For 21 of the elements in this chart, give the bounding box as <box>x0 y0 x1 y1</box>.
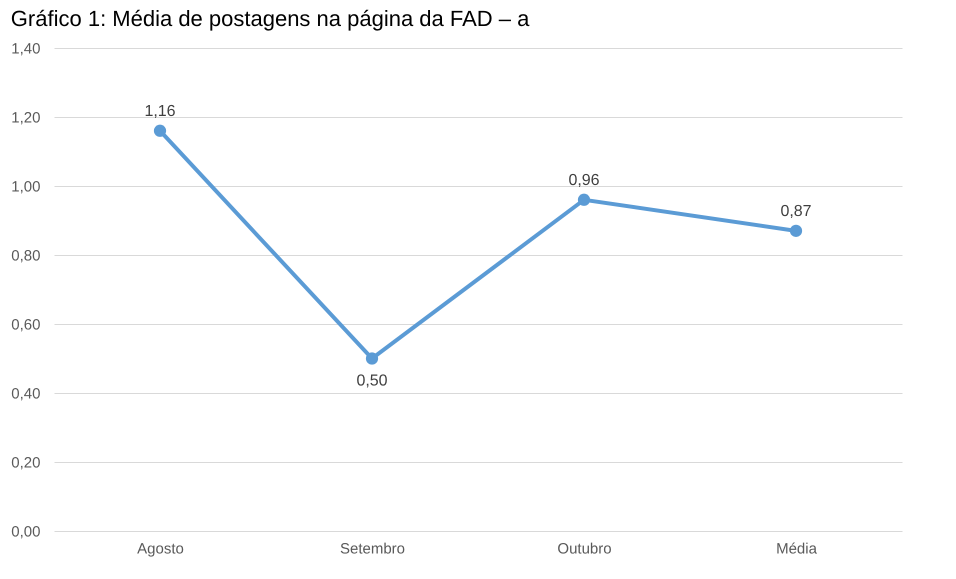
point <box>578 194 590 206</box>
y-tick-label: 0,60 <box>11 316 40 334</box>
x-tick-label: Outubro <box>557 540 612 558</box>
y-tick-label: 1,20 <box>11 110 40 126</box>
chart-title: Gráfico 1: Média de postagens na página da FAD – a <box>10 6 530 31</box>
point <box>154 124 166 137</box>
y-tick-label: 1,00 <box>11 178 40 196</box>
y-tick-label: 0,00 <box>11 524 40 540</box>
y-tick-label: 0,20 <box>11 454 40 472</box>
x-tick-label: Setembro <box>340 540 406 558</box>
data-label: 0,96 <box>568 172 600 189</box>
data-label: 0,50 <box>356 372 388 390</box>
data-label: 1,16 <box>144 102 176 120</box>
y-tick-label: 1,40 <box>11 40 40 58</box>
x-tick-label: Agosto <box>137 540 184 558</box>
point <box>366 352 378 365</box>
x-tick-label: Média <box>776 540 818 558</box>
data-label: 0,87 <box>780 202 812 220</box>
y-tick-label: 0,80 <box>11 248 40 264</box>
point <box>790 224 802 237</box>
y-tick-label: 0,40 <box>11 386 40 402</box>
